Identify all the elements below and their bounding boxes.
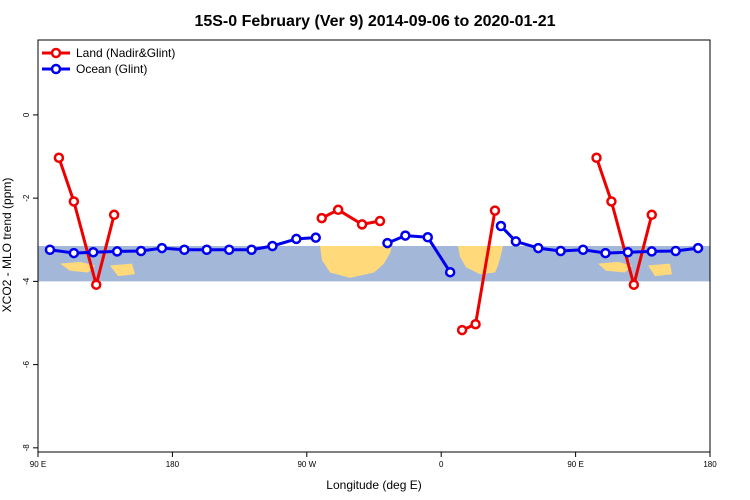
data-point	[577, 244, 589, 255]
legend: Land (Nadir&Glint) Ocean (Glint)	[42, 46, 175, 76]
legend-swatch-marker	[50, 63, 62, 75]
x-tick-label: 180	[166, 460, 180, 469]
data-point	[223, 244, 235, 255]
plot-frame	[37, 39, 711, 453]
x-tick-label: 90 W	[297, 460, 316, 469]
data-point	[201, 244, 212, 255]
legend-label: Ocean (Glint)	[76, 62, 147, 76]
data-point	[310, 232, 322, 243]
y-tick-label: -6	[22, 361, 31, 369]
data-point	[444, 266, 456, 278]
data-point	[68, 247, 80, 259]
series-line	[321, 208, 381, 226]
data-point	[495, 220, 507, 232]
land-shape	[648, 263, 672, 277]
land-shape	[60, 261, 95, 273]
y-tick-label: -4	[22, 277, 31, 285]
data-point	[90, 279, 102, 290]
y-tick-label: -8	[22, 444, 31, 452]
data-point	[332, 204, 344, 216]
data-point	[68, 196, 80, 207]
y-axis-label: XCO2 - MLO trend (ppm)	[0, 178, 14, 313]
y-tick-label: 0	[22, 112, 31, 117]
y-tick-label: -2	[22, 194, 31, 202]
data-point	[692, 242, 704, 254]
data-point	[422, 232, 434, 243]
data-point	[489, 205, 501, 216]
land-shape	[458, 246, 503, 275]
x-axis: 90 E 180 90 W 0 90 E 180	[30, 452, 717, 469]
land-shape	[110, 263, 135, 277]
series-line	[499, 224, 699, 255]
data-point	[374, 215, 386, 227]
x-tick-label: 90 E	[30, 460, 46, 469]
data-point	[111, 246, 123, 257]
data-point	[600, 247, 611, 259]
data-point	[622, 246, 634, 258]
legend-item: Ocean (Glint)	[42, 62, 147, 76]
data-point	[510, 236, 522, 247]
data-point	[400, 230, 411, 241]
data-point	[670, 245, 681, 257]
data-point	[628, 279, 640, 290]
data-point	[53, 152, 65, 164]
data-point	[88, 246, 99, 258]
series-land	[53, 152, 658, 336]
data-point	[470, 318, 481, 330]
chart-title: 15S-0 February (Ver 9) 2014-09-06 to 202…	[194, 13, 555, 30]
data-point	[606, 196, 617, 207]
data-point	[646, 209, 658, 221]
x-axis-label: Longitude (deg E)	[326, 478, 421, 492]
data-point	[156, 242, 168, 254]
legend-item: Land (Nadir&Glint)	[42, 46, 175, 60]
series-layer	[44, 152, 704, 336]
land-shapes	[60, 246, 672, 278]
data-point	[555, 245, 566, 257]
data-point	[246, 244, 257, 255]
data-point	[291, 233, 302, 245]
data-point	[179, 244, 190, 255]
data-point	[591, 152, 602, 164]
series-line	[595, 157, 654, 287]
series-line	[386, 234, 452, 274]
x-tick-label: 180	[703, 460, 717, 469]
x-tick-label: 0	[439, 460, 444, 469]
data-point	[456, 324, 468, 336]
data-point	[533, 242, 544, 254]
series-line	[57, 157, 116, 287]
legend-label: Land (Nadir&Glint)	[76, 46, 175, 60]
data-point	[267, 240, 278, 252]
land-shape	[598, 261, 632, 273]
data-point	[44, 244, 56, 255]
data-point	[316, 212, 327, 224]
data-point	[646, 246, 658, 257]
data-point	[382, 237, 393, 249]
legend-swatch-marker	[50, 47, 62, 59]
data-point	[135, 245, 147, 257]
data-point	[356, 219, 368, 230]
y-axis: -8 -6 -4 -2 0	[22, 112, 38, 451]
x-tick-label: 90 E	[567, 460, 583, 469]
series-ocean	[44, 220, 704, 278]
land-shape	[320, 246, 392, 278]
data-point	[108, 209, 120, 221]
